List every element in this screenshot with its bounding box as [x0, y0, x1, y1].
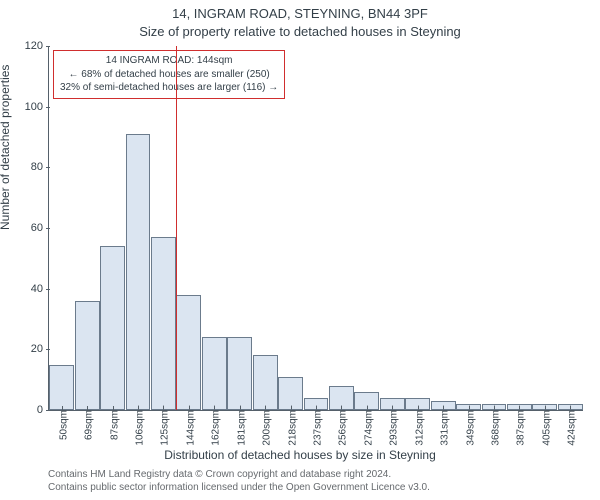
- y-tick: 120: [25, 40, 49, 52]
- annotation-line: 14 INGRAM ROAD: 144sqm: [60, 54, 278, 68]
- x-tick: 218sqm: [283, 410, 298, 446]
- attribution-text: Contains HM Land Registry data © Crown c…: [48, 468, 430, 494]
- x-tick: 69sqm: [80, 410, 95, 440]
- chart-title-sub: Size of property relative to detached ho…: [0, 24, 600, 39]
- x-axis-label: Distribution of detached houses by size …: [0, 448, 600, 462]
- histogram-bar: [126, 134, 151, 410]
- attribution-line: Contains HM Land Registry data © Crown c…: [48, 468, 430, 481]
- x-tick: 349sqm: [461, 410, 476, 446]
- histogram-bar: [278, 377, 303, 410]
- x-tick: 387sqm: [512, 410, 527, 446]
- histogram-bar: [100, 246, 125, 410]
- x-tick: 87sqm: [105, 410, 120, 440]
- annotation-line: 32% of semi-detached houses are larger (…: [60, 81, 278, 95]
- histogram-bar: [227, 337, 252, 410]
- histogram-bar: [253, 355, 278, 410]
- x-tick: 106sqm: [131, 410, 146, 446]
- x-tick: 125sqm: [156, 410, 171, 446]
- x-tick: 424sqm: [563, 410, 578, 446]
- y-tick: 60: [31, 222, 49, 234]
- histogram-bar: [151, 237, 176, 410]
- x-tick: 405sqm: [537, 410, 552, 446]
- x-tick: 50sqm: [54, 410, 69, 440]
- x-tick: 274sqm: [359, 410, 374, 446]
- x-tick: 368sqm: [487, 410, 502, 446]
- attribution-line: Contains public sector information licen…: [48, 481, 430, 494]
- y-tick: 40: [31, 283, 49, 295]
- x-tick: 162sqm: [207, 410, 222, 446]
- chart-container: 14, INGRAM ROAD, STEYNING, BN44 3PF Size…: [0, 0, 600, 500]
- x-tick: 144sqm: [181, 410, 196, 446]
- plot-area: 14 INGRAM ROAD: 144sqm ← 68% of detached…: [48, 46, 583, 411]
- histogram-bar: [202, 337, 227, 410]
- marker-annotation: 14 INGRAM ROAD: 144sqm ← 68% of detached…: [53, 50, 285, 99]
- x-tick: 256sqm: [334, 410, 349, 446]
- x-tick: 331sqm: [436, 410, 451, 446]
- histogram-bar: [75, 301, 100, 410]
- y-tick: 100: [25, 101, 49, 113]
- x-tick: 200sqm: [258, 410, 273, 446]
- annotation-line: ← 68% of detached houses are smaller (25…: [60, 68, 278, 82]
- x-tick: 181sqm: [232, 410, 247, 446]
- y-tick: 0: [37, 404, 49, 416]
- x-tick: 312sqm: [410, 410, 425, 446]
- property-marker-line: [176, 46, 177, 410]
- x-tick: 293sqm: [385, 410, 400, 446]
- chart-title-main: 14, INGRAM ROAD, STEYNING, BN44 3PF: [0, 6, 600, 21]
- y-tick: 20: [31, 343, 49, 355]
- x-tick: 237sqm: [309, 410, 324, 446]
- y-axis-label: Number of detached properties: [0, 65, 12, 230]
- y-tick: 80: [31, 161, 49, 173]
- histogram-bar: [176, 295, 201, 410]
- histogram-bar: [49, 365, 74, 411]
